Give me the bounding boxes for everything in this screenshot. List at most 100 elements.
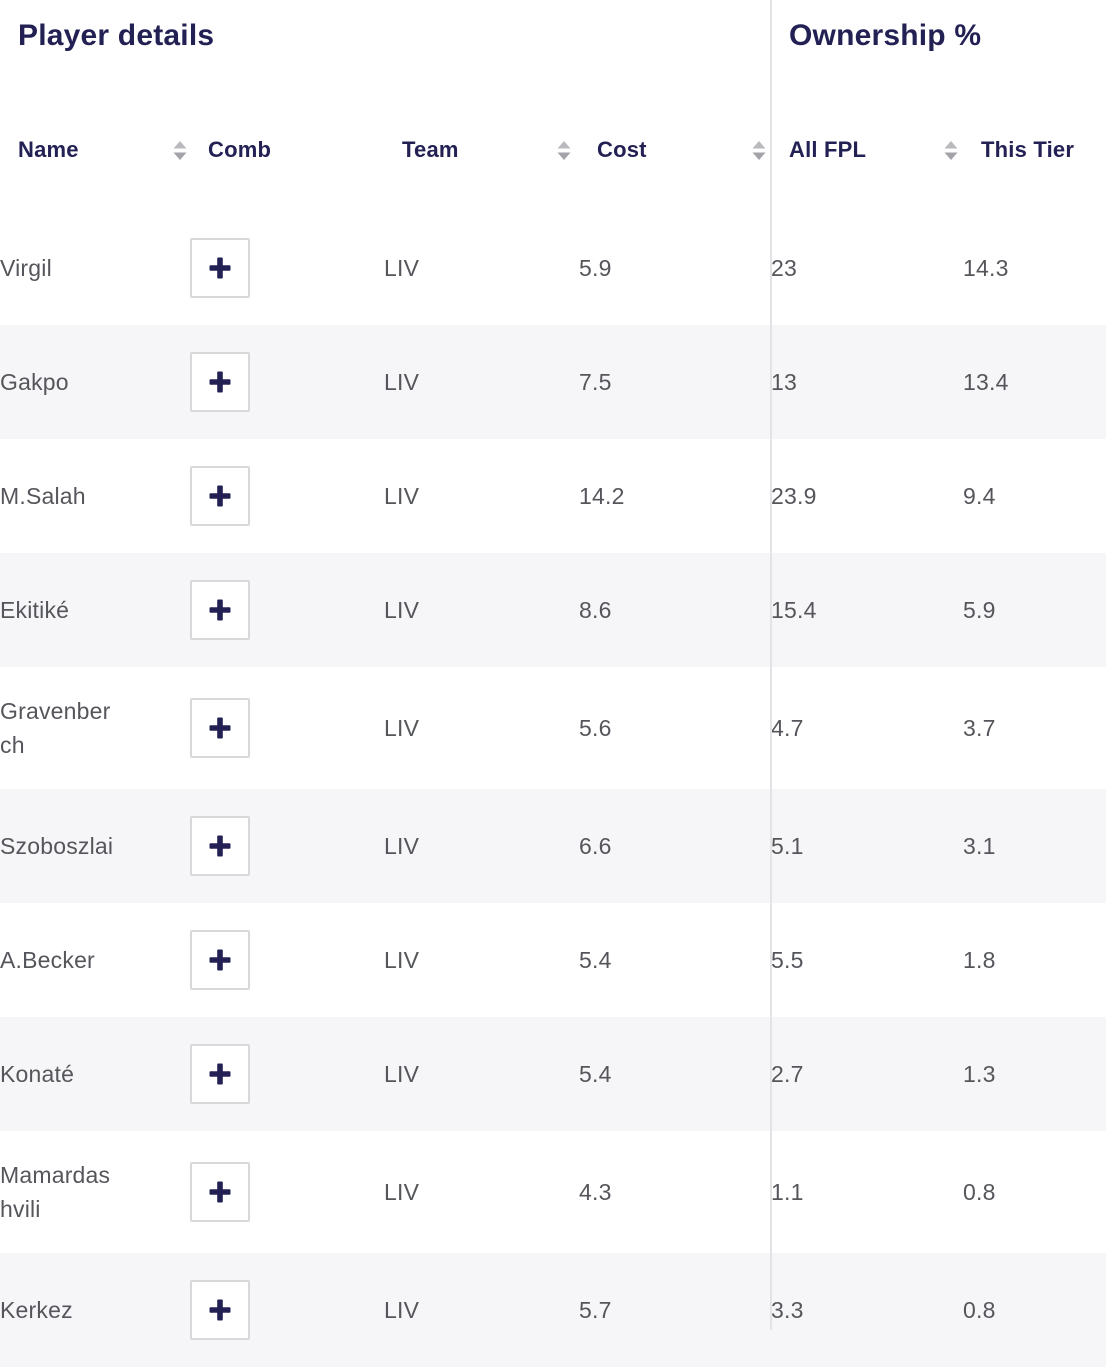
this-tier-cell: 9.4 [963, 483, 996, 509]
team-cell: LIV [384, 597, 420, 623]
table-header: Player details Ownership % Name Comb Tea… [0, 0, 1106, 211]
team-cell: LIV [384, 715, 420, 741]
plus-icon [209, 257, 231, 279]
column-header-all-fpl[interactable]: All FPL [789, 137, 959, 163]
player-name-cell: Szoboszlai [0, 829, 190, 863]
column-label-cost: Cost [597, 137, 647, 162]
table-row: A.Becker LIV 5.4 5.5 1.8 [0, 903, 1106, 1017]
column-header-comb: Comb [208, 137, 402, 163]
all-fpl-cell: 1.1 [771, 1179, 804, 1205]
team-cell: LIV [384, 833, 420, 859]
cost-cell: 5.6 [579, 715, 612, 741]
plus-icon [209, 717, 231, 739]
player-name: Konaté [0, 1061, 75, 1087]
this-tier-cell: 5.9 [963, 597, 996, 623]
player-details-title: Player details [18, 19, 215, 52]
comb-cell [190, 466, 384, 526]
add-player-button[interactable] [190, 930, 250, 990]
add-player-button[interactable] [190, 1162, 250, 1222]
player-name-cell: Gakpo [0, 365, 190, 399]
player-name-cell: A.Becker [0, 943, 190, 977]
all-fpl-cell: 13 [771, 369, 797, 395]
all-fpl-cell: 15.4 [771, 597, 817, 623]
player-name-cell: Ekitiké [0, 593, 190, 627]
all-fpl-cell: 23.9 [771, 483, 817, 509]
cost-cell: 5.4 [579, 947, 612, 973]
plus-icon [209, 949, 231, 971]
ownership-title: Ownership % [789, 19, 982, 52]
player-name-cell: Virgil [0, 251, 190, 285]
add-player-button[interactable] [190, 698, 250, 758]
sort-arrows-icon [173, 140, 187, 160]
column-label-this-tier: This Tier [981, 137, 1075, 162]
this-tier-cell: 1.8 [963, 947, 996, 973]
column-header-this-tier[interactable]: This Tier [981, 137, 1099, 163]
table-row: Konaté LIV 5.4 2.7 1.3 [0, 1017, 1106, 1131]
add-player-button[interactable] [190, 816, 250, 876]
this-tier-cell: 13.4 [963, 369, 1009, 395]
column-label-comb: Comb [208, 137, 272, 162]
comb-cell [190, 352, 384, 412]
team-cell: LIV [384, 1061, 420, 1087]
player-name-cell: Konaté [0, 1057, 190, 1091]
add-player-button[interactable] [190, 580, 250, 640]
player-name: Virgil [0, 255, 52, 281]
player-name-cell: Mamardashvili [0, 1158, 190, 1226]
plus-icon [209, 1063, 231, 1085]
comb-cell [190, 580, 384, 640]
all-fpl-cell: 4.7 [771, 715, 804, 741]
add-player-button[interactable] [190, 1044, 250, 1104]
plus-icon [209, 485, 231, 507]
team-cell: LIV [384, 947, 420, 973]
comb-cell [190, 1044, 384, 1104]
cost-cell: 4.3 [579, 1179, 612, 1205]
this-tier-cell: 0.8 [963, 1179, 996, 1205]
player-name: Kerkez [0, 1297, 73, 1323]
add-player-button[interactable] [190, 1280, 250, 1340]
this-tier-cell: 1.3 [963, 1061, 996, 1087]
all-fpl-cell: 3.3 [771, 1297, 804, 1323]
player-name-cell: M.Salah [0, 479, 190, 513]
player-name: Mamardashvili [0, 1162, 111, 1222]
cost-cell: 7.5 [579, 369, 612, 395]
column-header-name[interactable]: Name [18, 137, 188, 163]
team-cell: LIV [384, 369, 420, 395]
table-row: Szoboszlai LIV 6.6 5.1 3.1 [0, 789, 1106, 903]
table-row: M.Salah LIV 14.2 23.9 9.4 [0, 439, 1106, 553]
table-row: Gakpo LIV 7.5 13 13.4 [0, 325, 1106, 439]
player-name: Gravenberch [0, 698, 111, 758]
player-name: Ekitiké [0, 597, 70, 623]
cost-cell: 14.2 [579, 483, 625, 509]
comb-cell [190, 698, 384, 758]
column-label-team: Team [402, 137, 459, 162]
add-player-button[interactable] [190, 352, 250, 412]
player-name-cell: Gravenberch [0, 694, 190, 762]
player-name-cell: Kerkez [0, 1293, 190, 1327]
add-player-button[interactable] [190, 466, 250, 526]
this-tier-cell: 14.3 [963, 255, 1009, 281]
all-fpl-cell: 23 [771, 255, 797, 281]
comb-cell [190, 816, 384, 876]
team-cell: LIV [384, 1179, 420, 1205]
cost-cell: 5.9 [579, 255, 612, 281]
table-body: Virgil LIV 5.9 23 14.3 Gakpo [0, 211, 1106, 1367]
plus-icon [209, 1181, 231, 1203]
this-tier-cell: 3.1 [963, 833, 996, 859]
table-row: Mamardashvili LIV 4.3 1.1 0.8 [0, 1131, 1106, 1253]
cost-cell: 6.6 [579, 833, 612, 859]
comb-cell [190, 1162, 384, 1222]
table-row: Gravenberch LIV 5.6 4.7 3.7 [0, 667, 1106, 789]
sort-arrows-icon [557, 140, 571, 160]
column-header-cost[interactable]: Cost [597, 137, 767, 163]
column-header-team[interactable]: Team [402, 137, 572, 163]
cost-cell: 5.4 [579, 1061, 612, 1087]
sort-arrows-icon [944, 140, 958, 160]
player-name: A.Becker [0, 947, 95, 973]
add-player-button[interactable] [190, 238, 250, 298]
player-name: M.Salah [0, 483, 86, 509]
comb-cell [190, 930, 384, 990]
this-tier-cell: 3.7 [963, 715, 996, 741]
plus-icon [209, 835, 231, 857]
this-tier-cell: 0.8 [963, 1297, 996, 1323]
